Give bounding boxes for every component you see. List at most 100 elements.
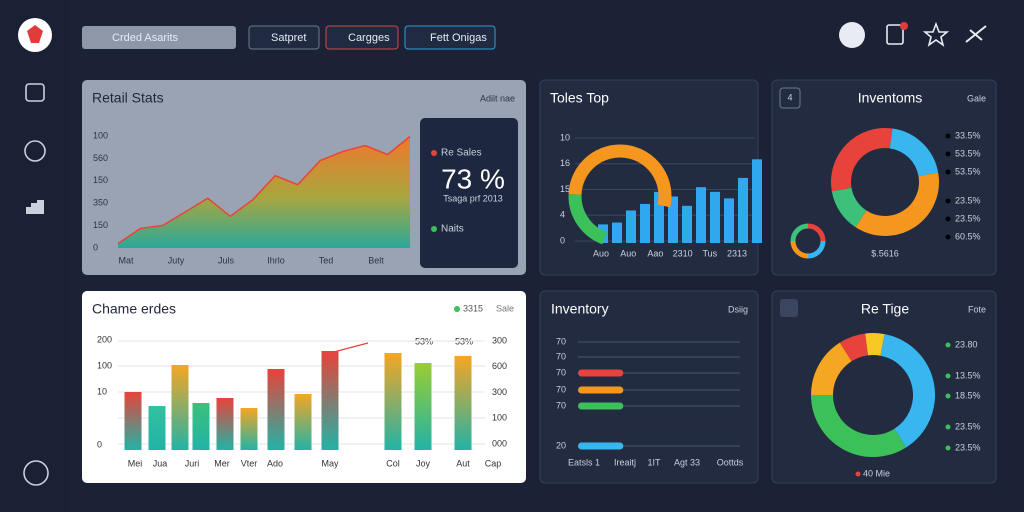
axis-label: 70 bbox=[556, 351, 566, 361]
donut-segment bbox=[811, 394, 907, 457]
axis-label: Tus bbox=[702, 248, 717, 258]
bar bbox=[578, 442, 624, 450]
area bbox=[118, 136, 410, 248]
legend-dot bbox=[431, 226, 437, 232]
axis-label: Mat bbox=[118, 255, 134, 265]
donut-segment bbox=[879, 334, 935, 448]
panel bbox=[539, 290, 759, 484]
axis-label: 10 bbox=[560, 132, 570, 142]
legend-label: 18.5% bbox=[955, 390, 981, 400]
bar bbox=[654, 191, 664, 243]
button-label: Crded Asarits bbox=[112, 32, 179, 44]
axis-label: Ihrlo bbox=[267, 255, 285, 265]
bar bbox=[384, 353, 402, 450]
donut-segment bbox=[855, 172, 939, 236]
badge-label: 4 bbox=[787, 92, 792, 102]
axis-label: Eatsls 1 bbox=[568, 457, 600, 467]
axis-label: Ireaitj bbox=[614, 457, 636, 467]
bar bbox=[668, 196, 678, 243]
axis-label: 0 bbox=[97, 439, 102, 449]
kpi-card bbox=[420, 118, 518, 268]
bar bbox=[124, 392, 142, 450]
axis-label: 70 bbox=[556, 367, 566, 377]
axis-label: Cap bbox=[485, 458, 502, 468]
axis-label: Auo bbox=[593, 248, 609, 258]
axis-label: 70 bbox=[556, 336, 566, 346]
axis-label: 100 bbox=[492, 413, 507, 423]
panel-title: Retail Stats bbox=[92, 90, 164, 106]
axis-label: Ado bbox=[267, 458, 283, 468]
donut-segment bbox=[790, 240, 809, 259]
legend-dot bbox=[945, 133, 951, 139]
line bbox=[117, 135, 411, 245]
nav-home[interactable] bbox=[25, 83, 45, 102]
bar bbox=[454, 356, 472, 450]
user-button[interactable] bbox=[839, 22, 865, 48]
panel-title: Inventory bbox=[551, 301, 609, 317]
bar bbox=[240, 408, 258, 450]
link-button[interactable] bbox=[965, 25, 987, 43]
logo-mark bbox=[27, 25, 43, 43]
axis-label: Juls bbox=[218, 255, 235, 265]
bar bbox=[578, 386, 624, 394]
panel-subtitle: Dsiig bbox=[728, 304, 748, 314]
kpi-value: 73 % bbox=[441, 163, 505, 194]
axis-label: Col bbox=[386, 458, 400, 468]
axis-label: Vter bbox=[241, 458, 258, 468]
notes-button[interactable] bbox=[886, 24, 904, 45]
favorite-button[interactable] bbox=[922, 21, 950, 47]
bar bbox=[294, 394, 312, 450]
nav-logout[interactable] bbox=[23, 460, 49, 486]
panel bbox=[771, 79, 997, 276]
axis-label: Ted bbox=[319, 255, 334, 265]
bar bbox=[682, 205, 692, 243]
sidebar bbox=[0, 0, 68, 512]
panel-title: Re Tige bbox=[861, 301, 909, 317]
legend-dot bbox=[945, 169, 951, 175]
panel-footer: 40 Mie bbox=[863, 468, 890, 478]
legend-dot bbox=[945, 234, 951, 240]
axis-label: 200 bbox=[97, 334, 112, 344]
bar bbox=[578, 402, 624, 410]
axis-label: 600 bbox=[492, 361, 507, 371]
badge bbox=[900, 22, 908, 30]
axis-label: Jua bbox=[153, 458, 168, 468]
nav-chart[interactable] bbox=[26, 200, 44, 214]
legend-label: 3315 bbox=[463, 303, 483, 313]
axis-label: Auo bbox=[620, 248, 636, 258]
button[interactable] bbox=[404, 25, 496, 50]
button[interactable] bbox=[82, 26, 236, 49]
button-label: Cargges bbox=[348, 32, 390, 44]
legend-dot bbox=[431, 150, 437, 156]
legend-dot bbox=[945, 151, 951, 157]
donut-segment bbox=[568, 144, 672, 208]
donut-segment bbox=[807, 240, 826, 259]
legend-dot bbox=[945, 445, 951, 451]
button[interactable] bbox=[248, 25, 320, 50]
donut-segment bbox=[839, 333, 869, 362]
axis-label: 000 bbox=[492, 438, 507, 448]
axis-label: 15 bbox=[560, 184, 570, 194]
bar bbox=[612, 222, 622, 243]
bar bbox=[696, 187, 706, 243]
axis-label: Oottds bbox=[717, 457, 744, 467]
axis-label: May bbox=[321, 458, 339, 468]
bar bbox=[267, 369, 285, 450]
axis-label: 10 bbox=[97, 386, 107, 396]
panel-footer: $.5616 bbox=[871, 248, 899, 258]
legend-label: 53.5% bbox=[955, 148, 981, 158]
axis-label: Juty bbox=[168, 255, 185, 265]
axis-label: Mer bbox=[214, 458, 230, 468]
nav-compass[interactable] bbox=[24, 140, 46, 162]
axis-label: 0 bbox=[93, 242, 98, 252]
legend-dot bbox=[945, 216, 951, 222]
bar bbox=[578, 369, 624, 377]
legend-dot bbox=[855, 471, 861, 477]
legend-dot bbox=[945, 198, 951, 204]
button[interactable] bbox=[325, 25, 399, 50]
axis-label: Belt bbox=[368, 255, 384, 265]
donut-segment bbox=[831, 128, 893, 192]
axis-label: 20 bbox=[556, 440, 566, 450]
